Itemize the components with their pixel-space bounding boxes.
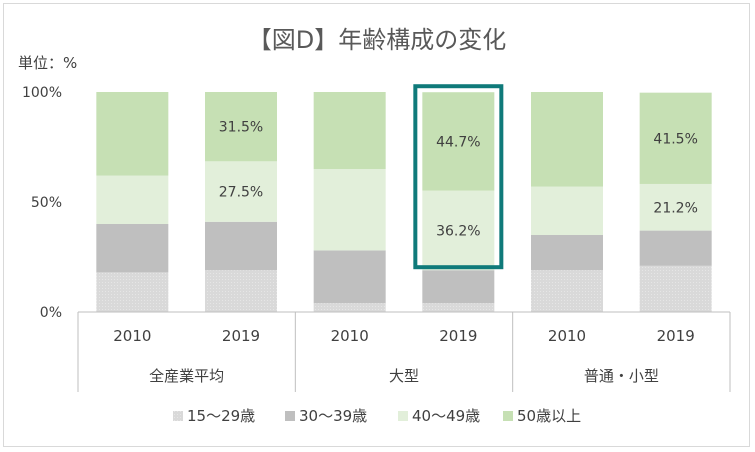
x-tick-label: 2019 (657, 327, 695, 345)
bar-segment (639, 265, 712, 312)
bar-segment (422, 190, 495, 271)
bar-segment (531, 235, 603, 271)
legend-label: 50歳以上 (517, 407, 581, 425)
bar-segment (313, 250, 386, 304)
legend-swatch (503, 411, 513, 421)
legend-swatch (173, 411, 183, 421)
data-label: 44.7% (436, 134, 480, 150)
bar-segment (205, 92, 277, 162)
legend-label: 15～29歳 (187, 407, 255, 425)
bar-segment (422, 92, 495, 191)
bar-segment (422, 303, 495, 312)
legend: 15～29歳 30～39歳 40～49歳 50歳以上 (173, 407, 581, 425)
data-label: 41.5% (653, 131, 697, 147)
y-tick-label: 100% (22, 85, 62, 101)
bar-segment (313, 303, 386, 312)
x-tick-label: 2010 (331, 327, 369, 345)
x-tick-label: 2019 (439, 327, 477, 345)
x-tick-label: 2010 (113, 327, 151, 345)
legend-swatch (285, 411, 295, 421)
y-tick-label: 0% (40, 305, 62, 321)
bar-segment (639, 183, 712, 231)
bar-segment (205, 161, 277, 222)
bar-segment (313, 92, 386, 169)
group-label: 大型 (389, 367, 419, 385)
group-label: 普通・小型 (584, 367, 659, 385)
bar-segment (205, 221, 277, 271)
data-label: 27.5% (219, 185, 263, 201)
bar-segment (205, 270, 277, 312)
x-tick-label: 2019 (222, 327, 260, 345)
bar-segment (313, 169, 386, 251)
legend-label: 40～49歳 (412, 407, 480, 425)
bar-segment (96, 92, 169, 176)
y-tick-label: 50% (31, 195, 62, 211)
x-tick-label: 2010 (548, 327, 586, 345)
chart-title: 【図D】年齢構成の変化 (248, 26, 506, 54)
unit-label: 単位：% (18, 54, 77, 72)
bar-segment (639, 92, 712, 184)
bar-segment (96, 224, 169, 273)
legend-label: 30～39歳 (299, 407, 367, 425)
data-label: 36.2% (436, 223, 480, 239)
data-label: 31.5% (219, 120, 263, 136)
bar-segment (639, 230, 712, 266)
plot-area: 0% 50% 100% 27.5% 31.5% 36.2% 44.7% 21.2% 41.5% 2… (22, 84, 731, 392)
bar-segment (531, 92, 603, 187)
bar-segment (96, 272, 169, 312)
bar-segment (96, 175, 169, 224)
bar-segment (422, 270, 495, 304)
bar-segment (531, 270, 603, 312)
legend-swatch (398, 411, 408, 421)
highlight-box (413, 84, 504, 270)
data-label: 21.2% (653, 200, 697, 216)
bar-segment (531, 186, 603, 235)
group-label: 全産業平均 (149, 367, 224, 385)
